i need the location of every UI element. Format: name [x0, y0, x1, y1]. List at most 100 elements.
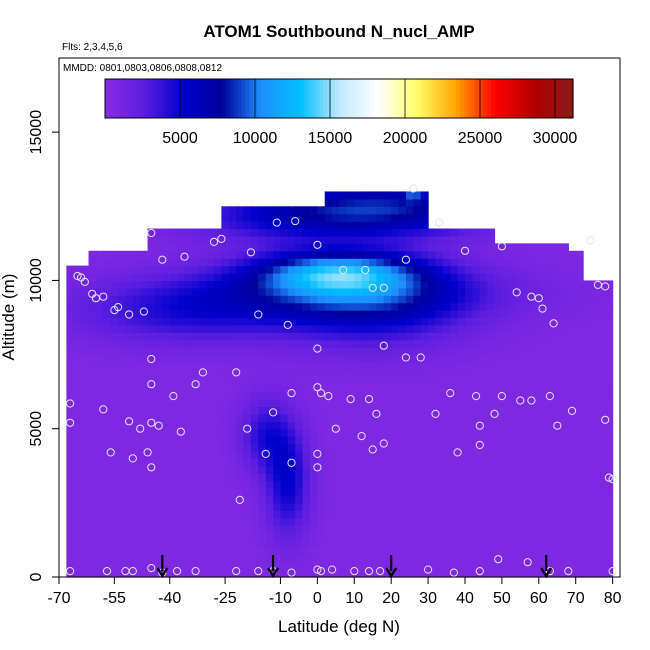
heatmap-cell [236, 458, 245, 467]
colorbar-segment [565, 79, 570, 118]
heatmap-cell [383, 273, 392, 282]
heatmap-cell [590, 421, 599, 430]
heatmap-cell [361, 428, 370, 437]
heatmap-cell [184, 465, 193, 474]
heatmap-cell [317, 347, 326, 356]
heatmap-cell [538, 510, 547, 519]
heatmap-cell [332, 347, 341, 356]
heatmap-cell [317, 421, 326, 430]
dates-subtitle: MMDD: 0801,0803,0806,0808,0812 [63, 63, 222, 74]
heatmap-cell [302, 450, 311, 459]
heatmap-cell [605, 295, 614, 304]
heatmap-cell [597, 369, 606, 378]
heatmap-cell [376, 539, 385, 548]
heatmap-cell [450, 539, 459, 548]
heatmap-cell [531, 287, 540, 296]
heatmap-cell [287, 458, 296, 467]
heatmap-cell [524, 480, 533, 489]
data-point [169, 392, 178, 401]
heatmap-cell [309, 539, 318, 548]
heatmap-cell [184, 458, 193, 467]
heatmap-cell [332, 569, 341, 578]
heatmap-cell [132, 539, 141, 548]
heatmap-cell [125, 517, 134, 526]
data-point [176, 427, 185, 436]
heatmap-cell [553, 295, 562, 304]
heatmap-cell [287, 421, 296, 430]
heatmap-cell [103, 376, 112, 385]
heatmap-cell [583, 488, 592, 497]
heatmap-cell [450, 317, 459, 326]
heatmap-cell [110, 332, 119, 341]
heatmap-cell [457, 258, 466, 267]
heatmap-cell [398, 436, 407, 445]
heatmap-cell [103, 473, 112, 482]
heatmap-cell [369, 221, 378, 230]
heatmap-cell [568, 361, 577, 370]
heatmap-cell [309, 376, 318, 385]
heatmap-cell [154, 287, 163, 296]
heatmap-cell [531, 280, 540, 289]
x-axis: -70 -55 -40 -25 -10 0 10 20 30 40 50 60 70 80 [47, 577, 622, 607]
heatmap-cell [391, 384, 400, 393]
heatmap-cell [317, 310, 326, 319]
heatmap-cell [309, 354, 318, 363]
heatmap-cell [228, 258, 237, 267]
data-point [357, 432, 366, 441]
heatmap-cell [162, 569, 171, 578]
heatmap-cell [228, 421, 237, 430]
colorbar-segment [225, 79, 231, 118]
heatmap-cell [81, 539, 90, 548]
heatmap-cell [169, 510, 178, 519]
heatmap-cell [487, 302, 496, 311]
heatmap-cell [597, 473, 606, 482]
heatmap-cell [206, 310, 215, 319]
colorbar-segment [459, 79, 465, 118]
heatmap-cell [339, 502, 348, 511]
heatmap-cell [73, 302, 82, 311]
colorbar-segment [237, 79, 243, 118]
heatmap-cell [169, 250, 178, 259]
heatmap-cell [177, 443, 186, 452]
colorbar-segment [276, 79, 282, 118]
heatmap-cell [162, 421, 171, 430]
heatmap-cell [472, 562, 481, 571]
heatmap-cell [317, 235, 326, 244]
heatmap-cell [428, 547, 437, 556]
heatmap-cell [110, 443, 119, 452]
heatmap-cell [546, 310, 555, 319]
heatmap-cell [177, 473, 186, 482]
heatmap-cell [125, 510, 134, 519]
heatmap-cell [228, 502, 237, 511]
heatmap-cell [435, 413, 444, 422]
flights-subtitle: Flts: 2,3,4,5,6 [62, 42, 123, 53]
heatmap-cell [66, 280, 75, 289]
x-tick-label: -70 [47, 590, 70, 607]
colorbar-segment [202, 79, 207, 118]
heatmap-cell [66, 473, 75, 482]
heatmap-cell [442, 480, 451, 489]
heatmap-cell [398, 243, 407, 252]
heatmap-cell [553, 473, 562, 482]
heatmap-cell [420, 384, 429, 393]
heatmap-cell [501, 532, 510, 541]
heatmap-cell [250, 562, 259, 571]
heatmap-cell [494, 273, 503, 282]
heatmap-cell [361, 198, 370, 207]
heatmap-cell [553, 495, 562, 504]
heatmap-cell [317, 317, 326, 326]
heatmap-cell [405, 450, 414, 459]
heatmap-cell [369, 495, 378, 504]
heatmap-cell [287, 221, 296, 230]
heatmap-cell [509, 421, 518, 430]
heatmap-cell [553, 287, 562, 296]
heatmap-cell [391, 443, 400, 452]
heatmap-cell [250, 458, 259, 467]
heatmap-cell [560, 369, 569, 378]
heatmap-cell [132, 502, 141, 511]
heatmap-cell [280, 302, 289, 311]
colorbar-segment [186, 79, 192, 118]
heatmap-cell [339, 539, 348, 548]
heatmap-cell [538, 547, 547, 556]
heatmap-cell [442, 258, 451, 267]
